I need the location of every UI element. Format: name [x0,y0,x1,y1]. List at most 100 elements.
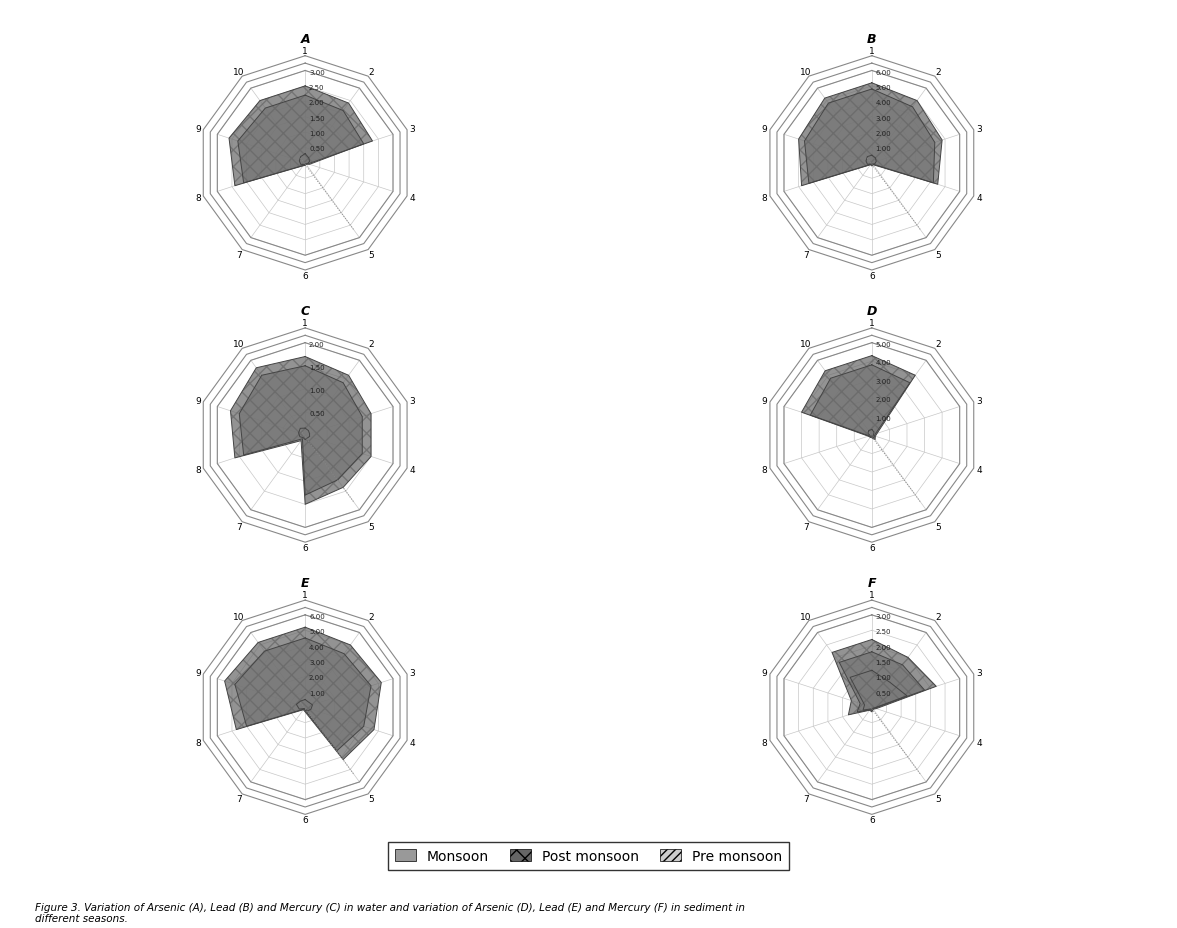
Polygon shape [299,154,310,165]
Text: 3: 3 [976,668,982,677]
Text: 1.00: 1.00 [876,415,891,421]
Text: 10: 10 [800,612,811,621]
Text: 2: 2 [368,612,374,621]
Text: 6.00: 6.00 [876,70,891,75]
Text: 0.50: 0.50 [310,410,325,417]
Text: 10: 10 [233,68,245,77]
Text: 1: 1 [302,590,308,599]
Polygon shape [204,600,407,815]
Text: F: F [867,576,876,589]
Text: 3: 3 [976,396,982,406]
Text: 2: 2 [368,340,374,349]
Text: 9: 9 [195,668,201,677]
Polygon shape [784,343,959,528]
Polygon shape [231,357,371,505]
Text: 7: 7 [237,251,241,259]
Text: 3.00: 3.00 [876,379,891,384]
Text: 9: 9 [195,396,201,406]
Text: 3: 3 [410,396,415,406]
Text: A: A [300,32,310,45]
Polygon shape [777,608,966,807]
Text: Figure 3. Variation of Arsenic (A), Lead (B) and Mercury (C) in water and variat: Figure 3. Variation of Arsenic (A), Lead… [35,902,745,923]
Polygon shape [832,639,936,715]
Polygon shape [297,700,312,711]
Polygon shape [218,71,393,256]
Text: 5.00: 5.00 [876,84,891,91]
Polygon shape [799,84,942,187]
Polygon shape [218,615,393,800]
Polygon shape [784,615,959,800]
Text: 5: 5 [936,794,940,803]
Text: 10: 10 [233,340,245,349]
Text: 2: 2 [936,68,940,77]
Polygon shape [784,343,959,528]
Text: 5: 5 [368,251,374,259]
Text: 0.50: 0.50 [876,690,891,696]
Text: 6.00: 6.00 [310,613,325,619]
Text: 0.50: 0.50 [310,147,325,152]
Polygon shape [869,430,875,437]
Text: 1: 1 [869,318,875,328]
Text: 7: 7 [803,794,809,803]
Text: 8: 8 [195,738,201,747]
Polygon shape [770,600,973,815]
Text: 7: 7 [803,251,809,259]
Text: 4: 4 [410,738,415,747]
Text: 6: 6 [302,544,308,553]
Polygon shape [784,71,959,256]
Polygon shape [810,366,910,439]
Polygon shape [802,356,916,440]
Text: 1.00: 1.00 [310,388,325,393]
Text: 4: 4 [410,194,415,203]
Polygon shape [211,64,400,264]
Text: 2.00: 2.00 [876,396,891,403]
Text: 3: 3 [410,668,415,677]
Text: 9: 9 [762,668,767,677]
Text: 2.00: 2.00 [310,342,325,347]
Text: 2: 2 [936,612,940,621]
Polygon shape [218,343,393,528]
Text: 10: 10 [800,68,811,77]
Text: 6: 6 [869,544,875,553]
Polygon shape [211,336,400,535]
Polygon shape [204,329,407,543]
Text: 9: 9 [762,396,767,406]
Text: 3: 3 [976,124,982,134]
Text: 4.00: 4.00 [310,644,325,650]
Text: 3.00: 3.00 [310,70,325,75]
Text: 5: 5 [936,251,940,259]
Polygon shape [866,156,876,165]
Polygon shape [784,615,959,800]
Text: 3.00: 3.00 [310,660,325,665]
Text: 1: 1 [302,318,308,328]
Text: 3.00: 3.00 [876,116,891,122]
Polygon shape [204,57,407,271]
Text: 2.00: 2.00 [310,100,325,106]
Text: 7: 7 [803,522,809,531]
Text: 1: 1 [302,46,308,56]
Polygon shape [225,627,381,760]
Text: D: D [866,304,877,317]
Polygon shape [805,90,935,184]
Text: 2.00: 2.00 [310,675,325,681]
Polygon shape [299,429,310,440]
Text: 5: 5 [936,522,940,531]
Text: 4: 4 [976,194,982,203]
Polygon shape [218,343,393,528]
Text: 4: 4 [976,738,982,747]
Polygon shape [239,367,363,496]
Text: E: E [301,576,310,589]
Text: 3.00: 3.00 [876,613,891,619]
Text: 9: 9 [195,124,201,134]
Polygon shape [230,87,372,187]
Text: 2.00: 2.00 [876,644,891,650]
Text: 1: 1 [869,46,875,56]
Polygon shape [839,652,925,712]
Polygon shape [777,64,966,264]
Text: 1.00: 1.00 [876,675,891,681]
Text: 2.50: 2.50 [310,84,325,91]
Text: 1: 1 [869,590,875,599]
Text: 2.00: 2.00 [876,131,891,137]
Text: 2: 2 [936,340,940,349]
Text: 4: 4 [976,466,982,475]
